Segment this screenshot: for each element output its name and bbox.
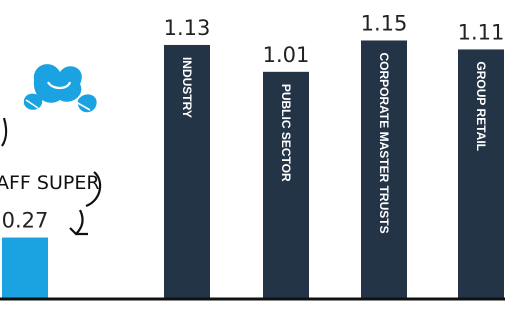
value-label: 0.27 <box>2 209 49 233</box>
value-label: 1.01 <box>263 43 310 67</box>
bars-layer <box>2 40 504 299</box>
category-label: PUBLIC SECTOR <box>279 84 293 182</box>
category-label: GROUP RETAIL <box>474 61 488 151</box>
hand-drawn-logo-icon <box>23 64 97 113</box>
bar-public-sector <box>263 71 309 298</box>
value-labels-layer: 0.27 1.13 INDUSTRY 1.01 PUBLIC SECTOR 1.15 COR… <box>2 11 505 233</box>
annotation-text: AFF SUPER <box>0 172 100 194</box>
annotation-arrow-path <box>85 171 102 208</box>
category-label: INDUSTRY <box>180 57 194 118</box>
annotation-stroke-left <box>1 117 8 147</box>
bar-corporate-master-trusts <box>361 40 407 298</box>
value-label: 1.13 <box>164 16 211 40</box>
category-label: CORPORATE MASTER TRUSTS <box>377 52 391 233</box>
bar-group-retail <box>458 49 504 298</box>
bar-industry <box>164 44 210 299</box>
value-label: 1.15 <box>361 11 408 35</box>
bar-highlight <box>2 237 48 298</box>
annotation-arrowhead <box>69 209 88 236</box>
value-label: 1.11 <box>458 20 505 44</box>
